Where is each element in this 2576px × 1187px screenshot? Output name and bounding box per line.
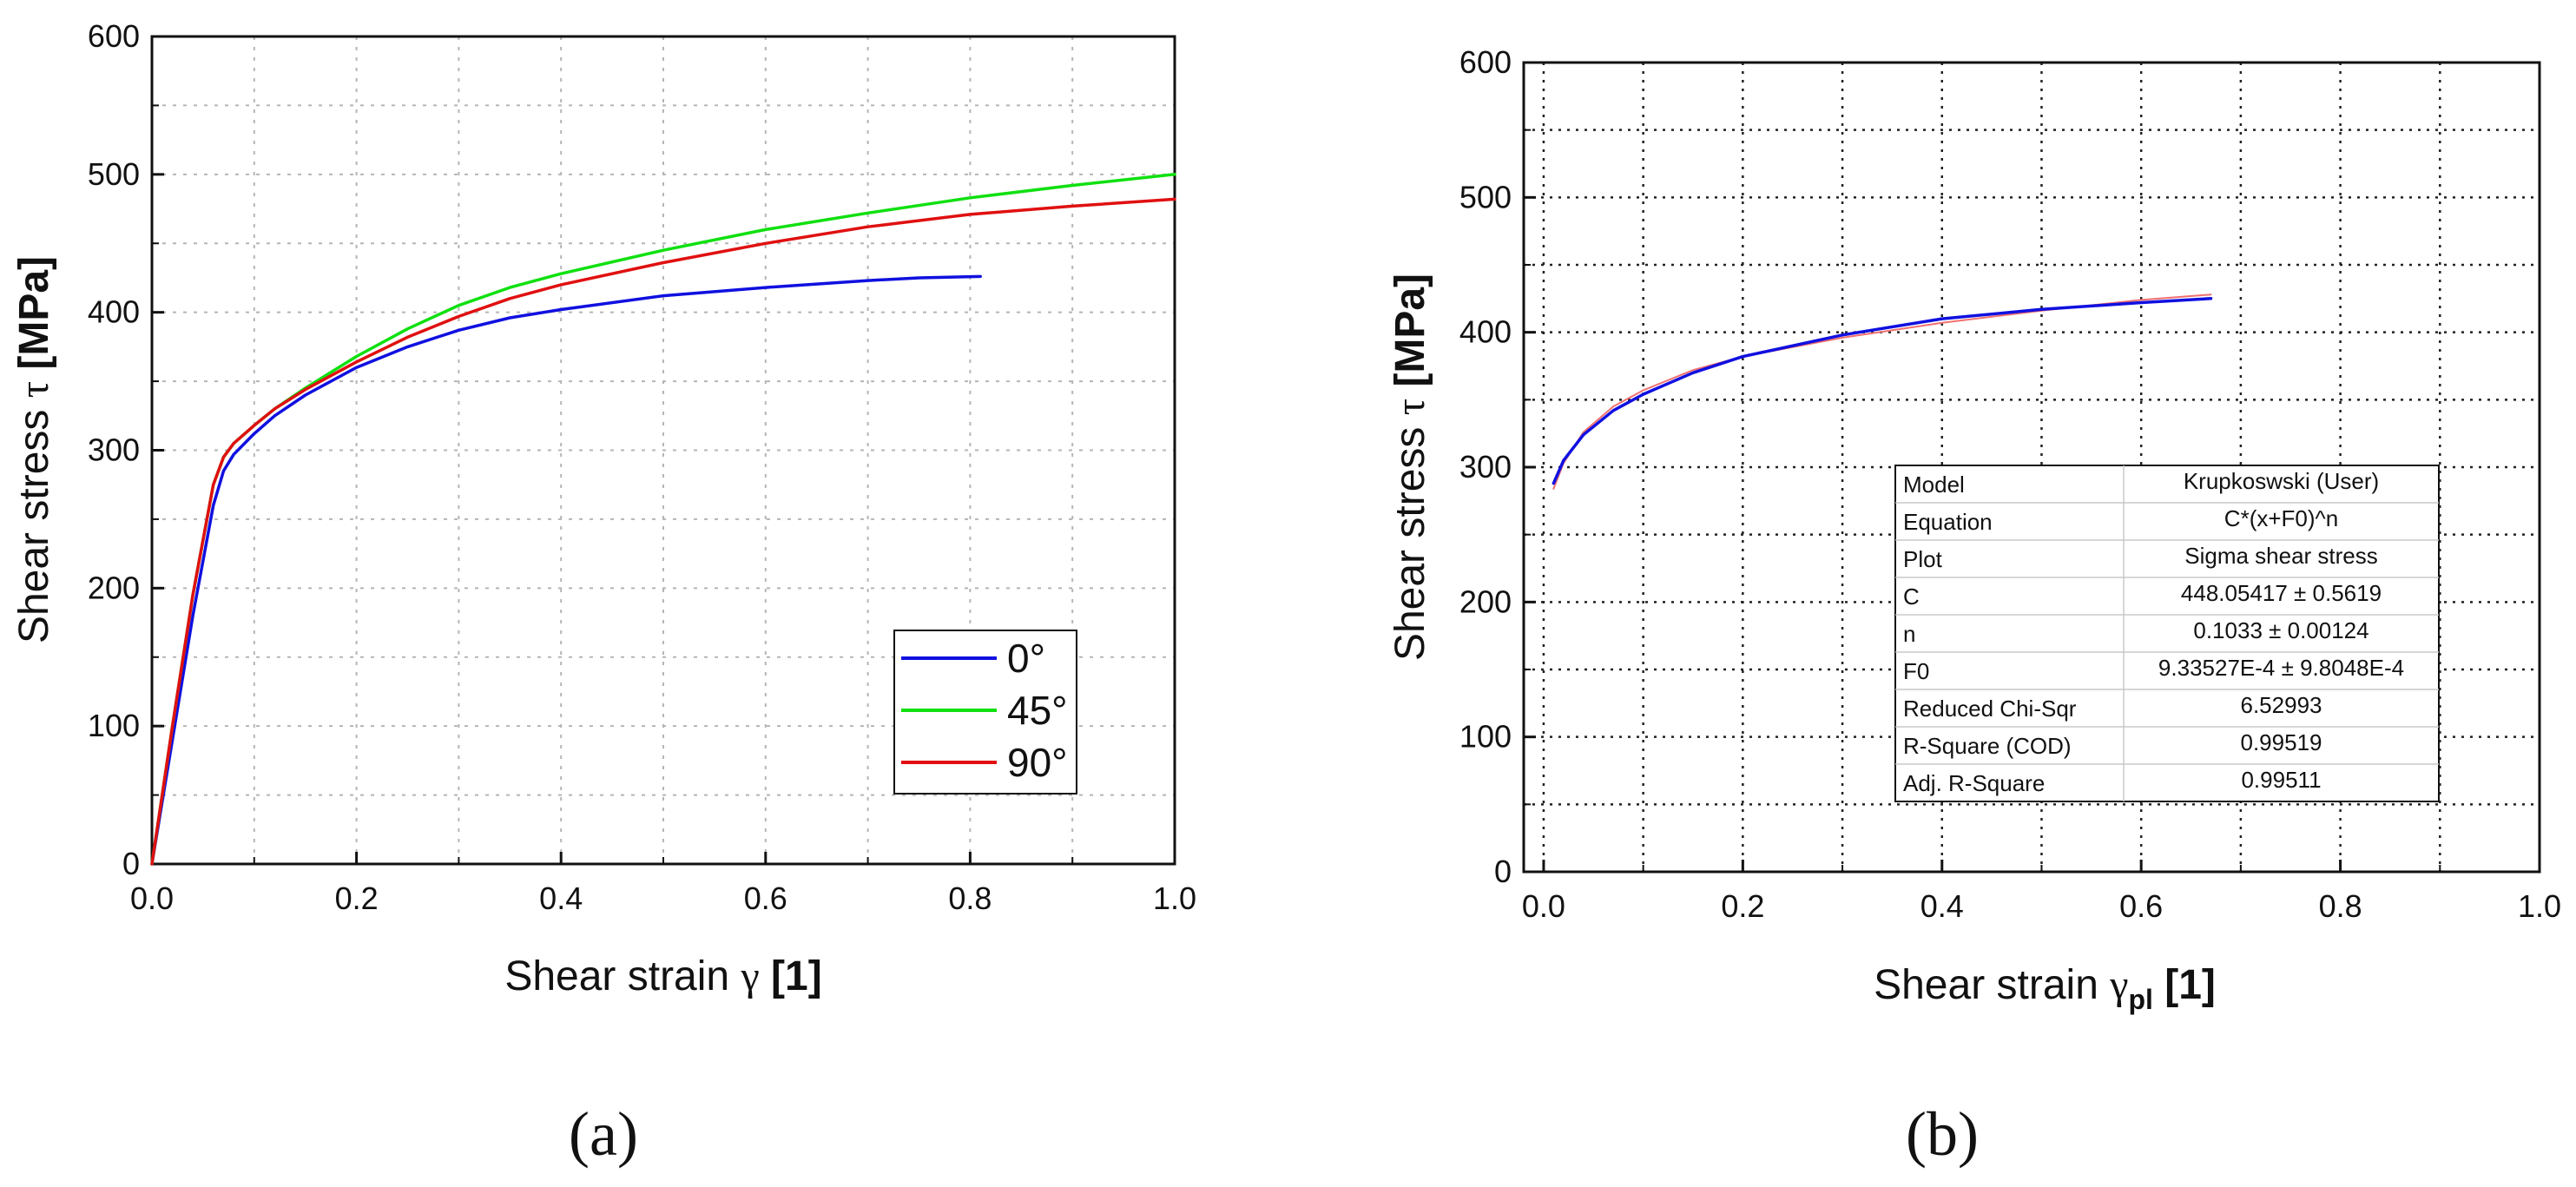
fit-table-key: Equation (1903, 509, 1993, 535)
fit-table-value: 0.1033 ± 0.00124 (2193, 617, 2368, 643)
chart-a-series (150, 173, 1176, 866)
x-tick-label: 0.8 (2319, 888, 2362, 924)
x-tick-label: 1.0 (1153, 880, 1196, 916)
y-tick-label: 200 (1459, 584, 1512, 619)
x-tick-label: 0.2 (335, 880, 379, 916)
panel-label-a: (a) (569, 1099, 638, 1169)
fit-results-table: Model Krupkoswski (User) Equation C*(x+F0)^… (1894, 465, 2440, 802)
series-line-2 (150, 197, 1176, 866)
legend-label-0: 0° (1007, 636, 1045, 681)
fit-table-value: Sigma shear stress (2184, 543, 2378, 569)
chart-a-ylabel: Shear stress τ [MPa] (11, 256, 57, 643)
fit-table-value: 6.52993 (2241, 692, 2322, 718)
fit-table-key: Model (1903, 472, 1965, 498)
chart-b-series (1552, 293, 2213, 490)
fit-table-key: R-Square (COD) (1903, 733, 2072, 759)
fit-table-value: 448.05417 ± 0.5619 (2181, 580, 2382, 606)
y-tick-label: 100 (1459, 719, 1512, 755)
panel-label-b: (b) (1906, 1099, 1979, 1169)
chart-a-xlabel: Shear strain γ [1] (504, 953, 821, 999)
legend-label-90: 90° (1007, 740, 1068, 785)
y-tick-label: 500 (88, 156, 140, 192)
fit-table-frame (1894, 465, 2440, 802)
fit-table-value: C*(x+F0)^n (2224, 505, 2338, 531)
series-line-0 (150, 274, 982, 866)
fit-table-value: Krupkoswski (User) (2184, 468, 2379, 494)
x-tick-label: 0.4 (1920, 888, 1964, 924)
chart-a-ticks: 0.0 0.2 0.4 0.6 0.8 1.0 0 100 200 300 400 500 600 (88, 18, 1196, 916)
x-tick-label: 0.0 (1522, 888, 1565, 924)
fit-table-key: Adj. R-Square (1903, 770, 2045, 796)
x-tick-label: 0.4 (539, 880, 583, 916)
y-tick-label: 400 (88, 294, 140, 330)
fit-table-key: Reduced Chi-Sqr (1903, 696, 2077, 722)
chart-b: 0.0 0.2 0.4 0.6 0.8 1.0 0 100 200 300 400 500 600 Mo… (1387, 44, 2561, 1169)
y-tick-label: 400 (1459, 314, 1512, 350)
chart-b-ylabel: Shear stress τ [MPa] (1387, 274, 1433, 661)
fit-table-value: 9.33527E-4 ± 9.8048E-4 (2158, 655, 2404, 681)
y-tick-label: 500 (1459, 179, 1512, 214)
fit-table-key: F0 (1903, 658, 1929, 684)
x-tick-label: 0.6 (744, 880, 787, 916)
fit-table-key: n (1903, 621, 1915, 647)
y-tick-label: 300 (88, 432, 140, 468)
y-tick-label: 0 (122, 846, 140, 881)
y-tick-label: 300 (1459, 449, 1512, 485)
fit-table-value: 0.99511 (2241, 767, 2321, 793)
x-tick-label: 1.0 (2518, 888, 2561, 924)
y-tick-label: 600 (88, 18, 140, 54)
y-tick-label: 100 (88, 708, 140, 743)
series-line-0 (1552, 297, 2213, 485)
chart-a: 0.0 0.2 0.4 0.6 0.8 1.0 0 100 200 300 400 500 600 Sh… (11, 18, 1196, 1169)
chart-b-ticks: 0.0 0.2 0.4 0.6 0.8 1.0 0 100 200 300 400 500 600 (1459, 44, 2561, 924)
chart-a-legend: 0° 45° 90° (893, 630, 1077, 795)
x-tick-label: 0.6 (2119, 888, 2163, 924)
y-tick-label: 600 (1459, 44, 1512, 80)
y-tick-label: 0 (1494, 854, 1512, 889)
x-tick-label: 0.0 (130, 880, 174, 916)
y-tick-label: 200 (88, 570, 140, 605)
fit-table-value: 0.99519 (2241, 729, 2322, 755)
x-tick-label: 0.2 (1721, 888, 1764, 924)
fit-table-key: C (1903, 584, 1920, 610)
x-tick-label: 0.8 (948, 880, 992, 916)
chart-b-xlabel: Shear strain γpl [1] (1874, 962, 2216, 1015)
legend-label-45: 45° (1007, 688, 1068, 733)
fit-table-key: Plot (1903, 546, 1943, 572)
